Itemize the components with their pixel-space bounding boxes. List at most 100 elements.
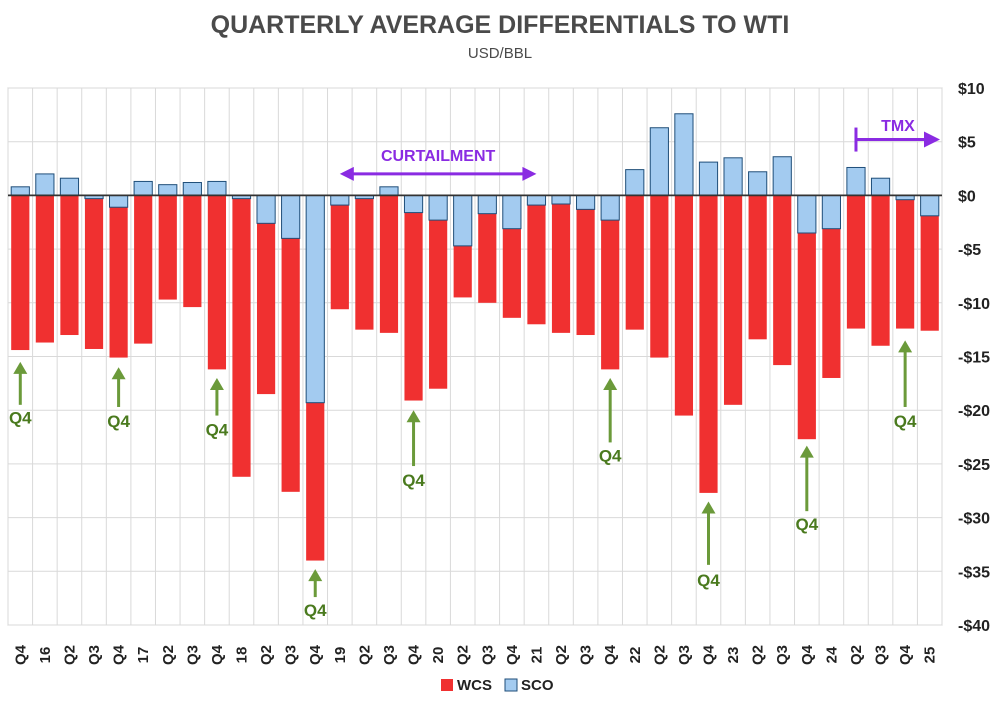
x-tick-label: Q4 — [602, 644, 619, 665]
x-tick-label: 16 — [37, 647, 54, 664]
wcs-bar — [183, 195, 202, 308]
wcs-bar — [232, 195, 251, 477]
tmx-label: TMX — [881, 118, 915, 135]
sco-bar — [158, 184, 178, 196]
chart-title: QUARTERLY AVERAGE DIFFERENTIALS TO WTI — [211, 11, 790, 39]
x-tick-label: 18 — [234, 647, 251, 664]
wcs-bar — [330, 195, 349, 310]
wcs-bar — [773, 195, 792, 366]
x-tick-label: Q4 — [504, 644, 521, 665]
q4-label: Q4 — [304, 601, 327, 620]
q4-label: Q4 — [795, 515, 818, 534]
sco-bar — [10, 186, 30, 196]
q4-label: Q4 — [206, 421, 229, 440]
q4-arrow-head — [13, 361, 28, 374]
sco-bar — [133, 180, 153, 196]
wcs-bar — [207, 195, 227, 370]
wcs-bar — [896, 195, 915, 329]
q4-arrow-head — [111, 367, 126, 380]
legend-wcs-label: WCS — [457, 677, 492, 694]
q4-arrow-head — [701, 501, 716, 514]
y-tick-label: $5 — [958, 135, 976, 152]
wcs-bar — [35, 195, 54, 343]
x-tick-label: Q3 — [479, 645, 496, 665]
x-tick-label: Q3 — [774, 645, 791, 665]
y-tick-label: -$25 — [958, 457, 990, 474]
sco-bar — [35, 173, 55, 196]
wcs-bar — [256, 195, 276, 395]
wcs-bar — [748, 195, 767, 340]
x-tick-label: Q4 — [701, 644, 718, 665]
sco-bar — [109, 194, 129, 208]
sco-bar — [502, 194, 522, 230]
x-tick-label: 22 — [627, 647, 644, 664]
wcs-bar — [478, 195, 497, 303]
sco-bar — [256, 194, 276, 224]
x-tick-label: Q2 — [258, 645, 275, 665]
sco-bar — [428, 194, 448, 221]
x-tick-label: 20 — [430, 647, 447, 664]
curtailment-arrow-left-head — [339, 166, 354, 181]
wcs-bar — [134, 195, 153, 344]
q4-label: Q4 — [599, 446, 622, 465]
sco-bar — [305, 194, 325, 404]
x-tick-label: Q2 — [750, 645, 767, 665]
sco-bar — [526, 194, 547, 206]
wcs-bar — [723, 195, 743, 405]
x-tick-label: Q4 — [897, 644, 914, 665]
legend-sco-label: SCO — [521, 677, 554, 694]
wcs-bar — [379, 195, 399, 333]
y-tick-label: -$20 — [958, 403, 990, 420]
x-tick-label: Q2 — [160, 645, 177, 665]
sco-bar — [748, 171, 768, 196]
sco-bar — [723, 157, 743, 196]
sco-bar — [698, 161, 719, 196]
x-tick-label: Q2 — [455, 645, 472, 665]
plot-area: $10 $5 $0 -$5 -$10 -$15 -$20 -$25 -$30 -$35 -$40 Q4… — [7, 81, 990, 665]
q4-arrow-head — [406, 410, 421, 423]
x-tick-label: Q4 — [799, 644, 816, 665]
q4-arrow-head — [603, 377, 618, 390]
x-tick-label: Q3 — [873, 645, 890, 665]
wcs-bar — [429, 195, 448, 389]
q4-label: Q4 — [107, 412, 130, 431]
x-tick-label: 21 — [528, 647, 545, 664]
x-tick-label: Q2 — [61, 645, 78, 665]
x-tick-label: Q3 — [184, 645, 201, 665]
wcs-bar — [158, 195, 177, 300]
q4-arrow-head — [308, 569, 323, 582]
x-tick-label: 23 — [725, 647, 742, 664]
wcs-bar — [404, 195, 423, 401]
legend-sco-swatch — [504, 678, 518, 692]
y-tick-label: $0 — [958, 188, 976, 205]
sco-bar — [182, 182, 202, 196]
sco-bar — [477, 194, 497, 215]
x-tick-label: Q4 — [12, 644, 29, 665]
y-tick-label: -$5 — [958, 242, 981, 259]
x-tick-label: Q2 — [553, 645, 570, 665]
sco-bar — [551, 194, 571, 205]
x-tick-label: Q3 — [86, 645, 103, 665]
legend: WCS SCO — [441, 677, 554, 694]
sco-bar — [600, 194, 620, 221]
wcs-bar — [576, 195, 595, 336]
chart-subtitle: USD/BBL — [468, 45, 532, 62]
sco-bar — [379, 186, 399, 196]
legend-wcs-swatch — [441, 679, 453, 691]
wcs-bar — [355, 195, 374, 330]
x-tick-label: 24 — [823, 646, 840, 663]
x-tick-label: Q4 — [111, 644, 128, 665]
q4-arrow-head — [209, 377, 224, 390]
q4-label: Q4 — [402, 471, 425, 490]
wcs-bar — [920, 195, 939, 331]
sco-bar — [207, 180, 227, 196]
wcs-bar — [822, 195, 841, 378]
q4-label: Q4 — [894, 412, 917, 431]
x-tick-label: Q4 — [209, 644, 226, 665]
sco-bar — [330, 194, 350, 206]
curtailment-arrow-right-head — [522, 166, 537, 181]
sco-bar — [649, 127, 669, 196]
wcs-bar — [551, 195, 571, 333]
y-tick-label: -$10 — [958, 296, 990, 313]
